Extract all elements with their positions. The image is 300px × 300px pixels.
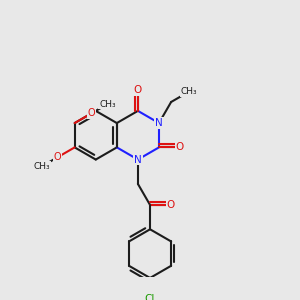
- Text: N: N: [134, 154, 142, 165]
- Text: CH₃: CH₃: [34, 162, 50, 171]
- Text: O: O: [167, 200, 175, 210]
- Text: O: O: [176, 142, 184, 152]
- Text: N: N: [155, 118, 163, 128]
- Text: Cl: Cl: [145, 294, 155, 300]
- Text: O: O: [134, 85, 142, 95]
- Text: O: O: [54, 152, 62, 162]
- Text: CH₃: CH₃: [181, 87, 197, 96]
- Text: CH₃: CH₃: [99, 100, 116, 109]
- Text: O: O: [88, 108, 95, 118]
